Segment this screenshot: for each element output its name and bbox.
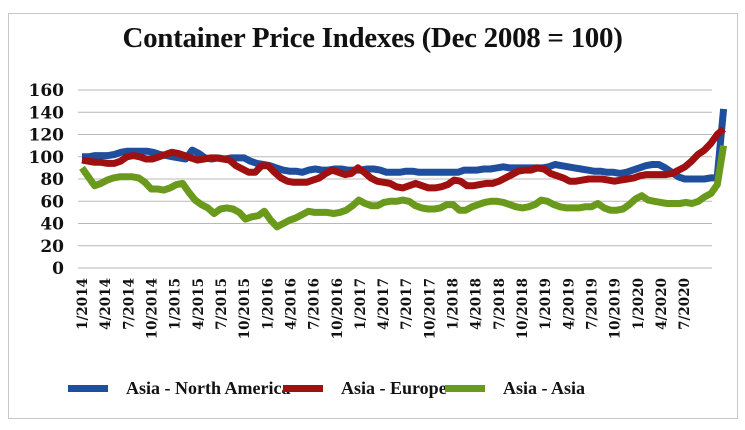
x-axis-ticks: 1/2014 4/2014 7/2014 10/2014 1/2015 4/2015 7/2… <box>75 278 693 339</box>
y-tick-label: 100 <box>29 148 65 168</box>
series-line-asia-north-america <box>82 108 728 183</box>
legend-swatch-blue <box>68 384 108 392</box>
x-tick-label: 1/2019 <box>538 278 554 330</box>
x-tick-label: 1/2015 <box>168 278 184 330</box>
x-tick-label: 1/2014 <box>75 278 91 330</box>
legend-swatch-red <box>283 384 323 392</box>
legend-swatch-green <box>445 384 485 392</box>
legend-label: Asia - North America <box>126 377 291 398</box>
x-tick-label: 7/2015 <box>214 278 230 330</box>
x-tick-label: 10/2019 <box>608 278 624 339</box>
series-lines <box>79 108 728 231</box>
chart-title: Container Price Indexes (Dec 2008 = 100) <box>122 22 623 54</box>
y-tick-label: 120 <box>29 126 65 146</box>
x-tick-label: 7/2019 <box>585 278 601 330</box>
x-tick-label: 1/2016 <box>260 278 276 330</box>
legend-label: Asia - Europe <box>341 377 447 398</box>
x-tick-label: 1/2020 <box>631 278 647 330</box>
y-tick-label: 140 <box>29 103 65 123</box>
x-tick-label: 7/2014 <box>121 278 137 330</box>
x-tick-label: 10/2014 <box>144 278 160 339</box>
chart-frame <box>8 13 738 419</box>
x-tick-label: 4/2017 <box>376 278 392 330</box>
x-tick-label: 10/2015 <box>237 278 253 339</box>
legend-label: Asia - Asia <box>503 377 586 398</box>
x-tick-label: 7/2016 <box>307 278 323 330</box>
x-tick-label: 4/2015 <box>191 278 207 330</box>
x-tick-label: 4/2018 <box>469 278 485 330</box>
y-tick-label: 0 <box>52 259 64 279</box>
series-line-asia-europe <box>81 126 726 192</box>
x-tick-label: 4/2019 <box>561 278 577 330</box>
series-line-asia-asia <box>79 145 728 231</box>
legend-item-asia-europe: Asia - Europe <box>283 376 447 400</box>
x-tick-label: 7/2017 <box>399 278 415 330</box>
x-tick-label: 7/2018 <box>492 278 508 330</box>
x-tick-label: 10/2018 <box>515 278 531 339</box>
x-tick-label: 1/2018 <box>446 278 462 330</box>
x-tick-label: 4/2020 <box>654 278 670 330</box>
y-tick-label: 160 <box>29 81 65 101</box>
x-tick-label: 7/2020 <box>677 278 693 330</box>
x-tick-label: 4/2016 <box>283 278 299 330</box>
x-tick-label: 1/2017 <box>353 278 369 330</box>
x-tick-label: 10/2016 <box>330 278 346 339</box>
legend: Asia - North America Asia - Europe Asia … <box>0 376 745 400</box>
y-tick-label: 40 <box>40 215 64 235</box>
y-tick-label: 60 <box>40 192 64 212</box>
legend-item-asia-north-america: Asia - North America <box>68 376 290 400</box>
legend-item-asia-asia: Asia - Asia <box>445 376 585 400</box>
x-tick-label: 4/2014 <box>98 278 114 330</box>
y-tick-label: 80 <box>40 170 64 190</box>
x-tick-label: 10/2017 <box>422 278 438 339</box>
y-tick-label: 20 <box>40 237 64 257</box>
